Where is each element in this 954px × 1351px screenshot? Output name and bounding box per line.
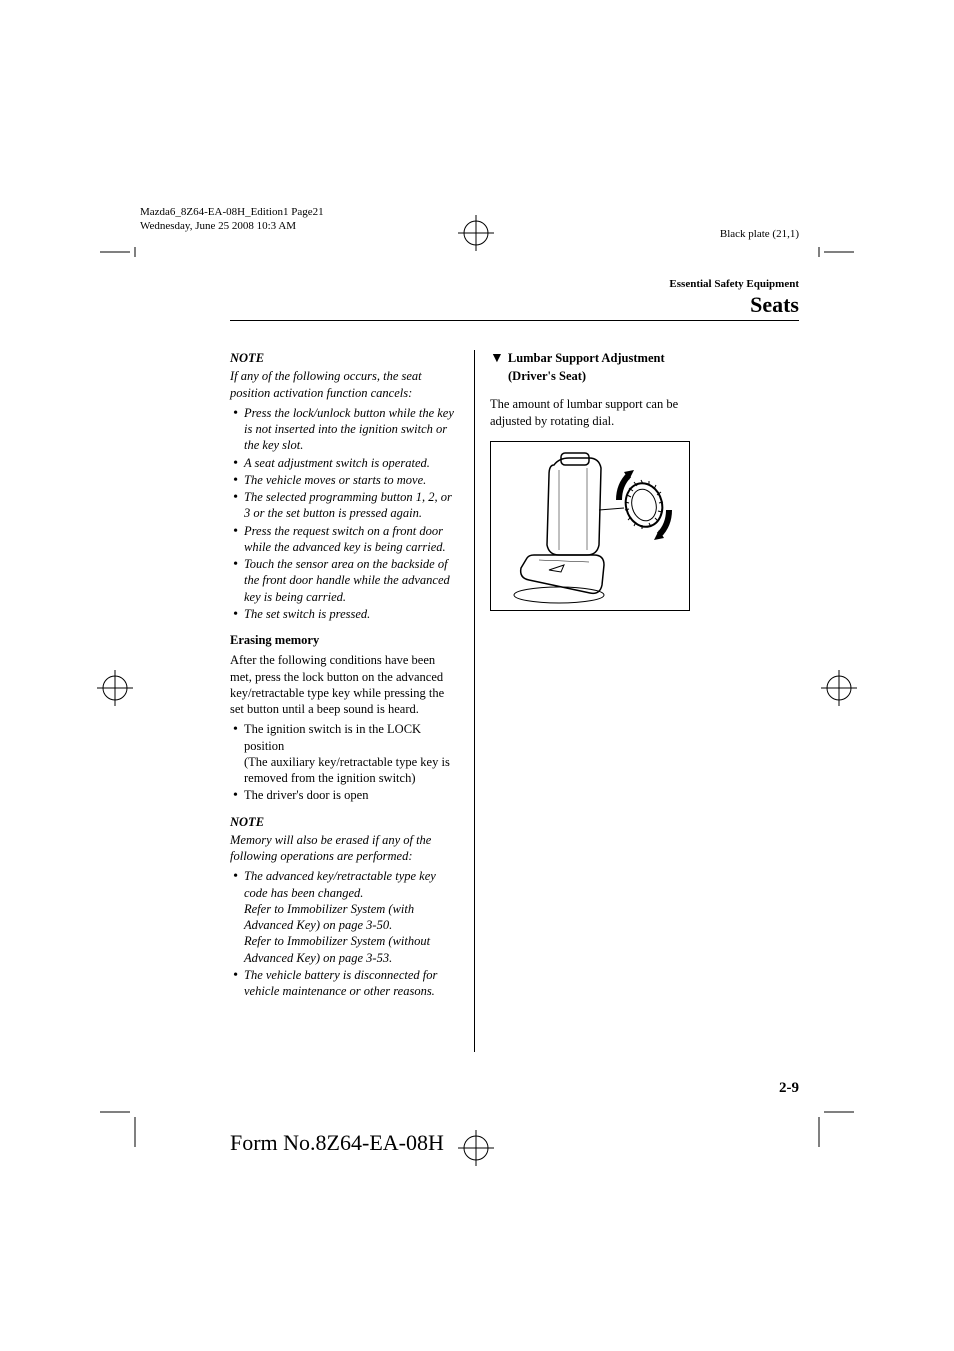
seat-diagram bbox=[490, 441, 690, 611]
erasing-intro: After the following conditions have been… bbox=[230, 652, 458, 717]
note2-heading: NOTE bbox=[230, 814, 458, 830]
doc-id-line2: Wednesday, June 25 2008 10:3 AM bbox=[140, 219, 324, 233]
note2-bullet: The advanced key/retractable type key co… bbox=[230, 868, 458, 966]
erasing-sub-text: (The auxiliary key/retractable type key … bbox=[244, 754, 458, 787]
document-metadata: Mazda6_8Z64-EA-08H_Edition1 Page21 Wedne… bbox=[140, 205, 324, 234]
lumbar-heading-line1: Lumbar Support Adjustment bbox=[508, 351, 665, 365]
left-column: NOTE If any of the following occurs, the… bbox=[230, 350, 458, 1009]
seat-illustration-svg bbox=[499, 450, 689, 605]
note2-bullet-list: The advanced key/retractable type key co… bbox=[230, 868, 458, 999]
note2-section: NOTE Memory will also be erased if any o… bbox=[230, 814, 458, 1000]
note1-bullet: The selected programming button 1, 2, or… bbox=[230, 489, 458, 522]
lumbar-body: The amount of lumbar support can be adju… bbox=[490, 396, 718, 429]
crop-mark-top-right bbox=[814, 247, 854, 292]
form-number: Form No.8Z64-EA-08H bbox=[230, 1130, 444, 1156]
note1-intro: If any of the following occurs, the seat… bbox=[230, 368, 458, 401]
register-mark-top bbox=[456, 213, 496, 258]
note1-bullet: Press the lock/unlock button while the k… bbox=[230, 405, 458, 454]
section-header: Essential Safety Equipment Seats bbox=[669, 278, 799, 318]
erasing-bullet: The ignition switch is in the LOCK posit… bbox=[230, 721, 458, 786]
erasing-bullet: The driver's door is open bbox=[230, 787, 458, 803]
note1-bullet: Press the request switch on a front door… bbox=[230, 523, 458, 556]
triangle-down-icon: ▼ bbox=[490, 350, 504, 368]
section-title: Seats bbox=[669, 292, 799, 318]
note1-bullet-list: Press the lock/unlock button while the k… bbox=[230, 405, 458, 622]
crop-mark-bottom-left bbox=[100, 1107, 140, 1152]
erasing-bullet-list: The ignition switch is in the LOCK posit… bbox=[230, 721, 458, 803]
note2-intro: Memory will also be erased if any of the… bbox=[230, 832, 458, 865]
note2-bullet: The vehicle battery is disconnected for … bbox=[230, 967, 458, 1000]
note1-heading: NOTE bbox=[230, 350, 458, 366]
erasing-heading: Erasing memory bbox=[230, 632, 458, 648]
page-number: 2-9 bbox=[779, 1080, 799, 1097]
lumbar-heading-line2: (Driver's Seat) bbox=[490, 369, 586, 383]
header-underline bbox=[230, 320, 799, 321]
lumbar-heading: ▼ Lumbar Support Adjustment (Driver's Sea… bbox=[490, 350, 718, 384]
erasing-bullet-text: The ignition switch is in the LOCK posit… bbox=[244, 722, 421, 752]
register-mark-bottom bbox=[456, 1128, 496, 1173]
crop-mark-bottom-right bbox=[814, 1107, 854, 1152]
black-plate-label: Black plate (21,1) bbox=[720, 228, 799, 240]
section-category: Essential Safety Equipment bbox=[669, 278, 799, 290]
note1-bullet: Touch the sensor area on the backside of… bbox=[230, 556, 458, 605]
column-divider bbox=[474, 350, 475, 1052]
note1-bullet: The vehicle moves or starts to move. bbox=[230, 472, 458, 488]
note1-bullet: A seat adjustment switch is operated. bbox=[230, 455, 458, 471]
register-mark-left bbox=[95, 668, 135, 713]
note1-bullet: The set switch is pressed. bbox=[230, 606, 458, 622]
crop-mark-top-left bbox=[100, 247, 140, 292]
right-column: ▼ Lumbar Support Adjustment (Driver's Sea… bbox=[490, 350, 718, 611]
register-mark-right bbox=[819, 668, 859, 713]
doc-id-line1: Mazda6_8Z64-EA-08H_Edition1 Page21 bbox=[140, 205, 324, 219]
